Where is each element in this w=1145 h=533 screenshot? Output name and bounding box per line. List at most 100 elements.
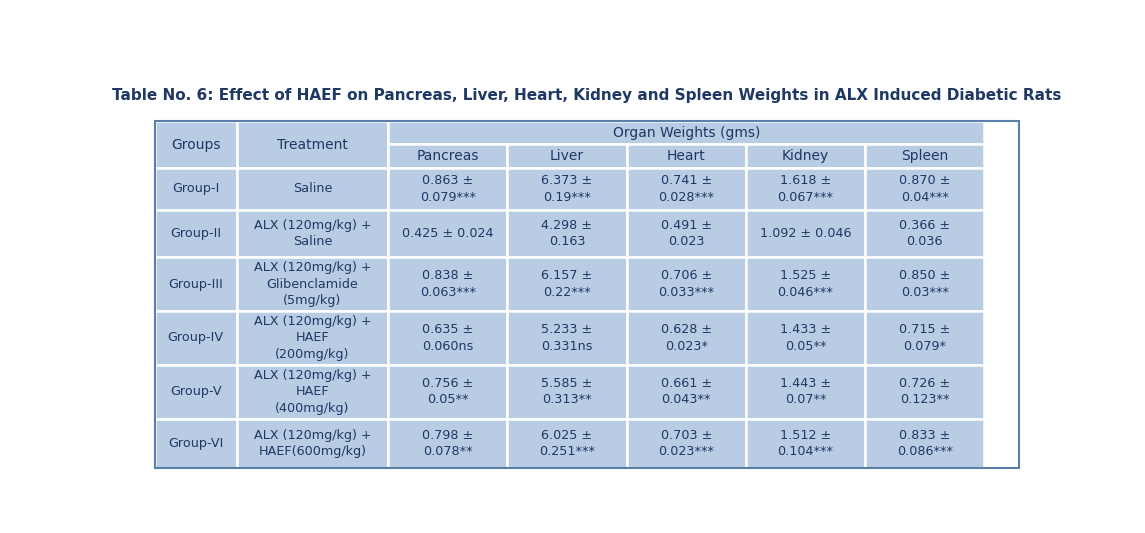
Bar	[745, 311, 866, 365]
Text: 0.635 ±
0.060ns: 0.635 ± 0.060ns	[423, 323, 473, 353]
Text: 6.157 ±
0.22***: 6.157 ± 0.22***	[542, 269, 593, 299]
Text: 0.706 ±
0.033***: 0.706 ± 0.033***	[658, 269, 714, 299]
Text: 0.850 ±
0.03***: 0.850 ± 0.03***	[899, 269, 950, 299]
Text: 1.443 ±
0.07**: 1.443 ± 0.07**	[780, 377, 831, 407]
Text: 1.525 ±
0.046***: 1.525 ± 0.046***	[777, 269, 834, 299]
Bar	[745, 144, 866, 168]
Bar	[388, 311, 507, 365]
Text: 6.373 ±
0.19***: 6.373 ± 0.19***	[542, 174, 593, 204]
Bar	[745, 168, 866, 209]
Bar	[155, 209, 237, 257]
Text: 0.715 ±
0.079*: 0.715 ± 0.079*	[899, 323, 950, 353]
Text: Pancreas: Pancreas	[417, 149, 479, 163]
Text: 0.798 ±
0.078**: 0.798 ± 0.078**	[423, 429, 473, 458]
Text: 4.298 ±
0.163: 4.298 ± 0.163	[542, 219, 592, 248]
Bar	[745, 418, 866, 468]
Bar	[237, 122, 388, 168]
Text: 5.585 ±
0.313**: 5.585 ± 0.313**	[542, 377, 593, 407]
Bar	[155, 257, 237, 311]
Bar	[745, 257, 866, 311]
Text: 0.833 ±
0.086***: 0.833 ± 0.086***	[897, 429, 953, 458]
Bar	[866, 311, 985, 365]
Bar	[155, 122, 237, 168]
Bar	[237, 418, 388, 468]
Bar	[237, 168, 388, 209]
Text: ALX (120mg/kg) +
HAEF
(200mg/kg): ALX (120mg/kg) + HAEF (200mg/kg)	[253, 315, 371, 361]
Text: Saline: Saline	[293, 182, 332, 196]
Text: Organ Weights (gms): Organ Weights (gms)	[613, 126, 760, 140]
Bar	[507, 144, 626, 168]
Text: ALX (120mg/kg) +
HAEF
(400mg/kg): ALX (120mg/kg) + HAEF (400mg/kg)	[253, 369, 371, 415]
Bar	[626, 257, 745, 311]
Bar	[237, 365, 388, 418]
Bar	[237, 209, 388, 257]
Text: 1.618 ±
0.067***: 1.618 ± 0.067***	[777, 174, 834, 204]
Bar	[155, 70, 1019, 122]
Text: 0.661 ±
0.043**: 0.661 ± 0.043**	[661, 377, 712, 407]
Bar	[237, 311, 388, 365]
Bar	[507, 365, 626, 418]
Bar	[155, 418, 237, 468]
Bar	[626, 418, 745, 468]
Bar	[388, 365, 507, 418]
Bar	[388, 122, 985, 144]
Text: 1.092 ± 0.046: 1.092 ± 0.046	[760, 227, 851, 240]
Bar	[866, 418, 985, 468]
Bar	[155, 365, 237, 418]
Bar	[626, 209, 745, 257]
Bar	[388, 168, 507, 209]
Text: 0.703 ±
0.023***: 0.703 ± 0.023***	[658, 429, 714, 458]
Text: Heart: Heart	[666, 149, 705, 163]
Text: 5.233 ±
0.331ns: 5.233 ± 0.331ns	[542, 323, 593, 353]
Text: 0.838 ±
0.063***: 0.838 ± 0.063***	[420, 269, 475, 299]
Text: 0.366 ±
0.036: 0.366 ± 0.036	[899, 219, 950, 248]
Bar	[388, 257, 507, 311]
Text: 0.870 ±
0.04***: 0.870 ± 0.04***	[899, 174, 950, 204]
Bar	[507, 418, 626, 468]
Bar	[866, 168, 985, 209]
Text: Spleen: Spleen	[901, 149, 948, 163]
Text: 1.512 ±
0.104***: 1.512 ± 0.104***	[777, 429, 834, 458]
Text: Group-V: Group-V	[169, 385, 221, 398]
Text: 0.756 ±
0.05**: 0.756 ± 0.05**	[423, 377, 473, 407]
Text: Group-III: Group-III	[168, 278, 223, 290]
Bar	[866, 365, 985, 418]
Text: Group-II: Group-II	[171, 227, 221, 240]
Bar	[507, 209, 626, 257]
Text: Treatment: Treatment	[277, 138, 348, 152]
Bar	[626, 144, 745, 168]
Text: Liver: Liver	[550, 149, 584, 163]
Text: Groups: Groups	[171, 138, 221, 152]
Bar	[626, 365, 745, 418]
Bar	[507, 168, 626, 209]
Text: Kidney: Kidney	[782, 149, 829, 163]
Bar	[237, 257, 388, 311]
Bar	[745, 365, 866, 418]
Bar	[626, 168, 745, 209]
Bar	[507, 257, 626, 311]
Text: ALX (120mg/kg) +
Saline: ALX (120mg/kg) + Saline	[253, 219, 371, 248]
Text: 6.025 ±
0.251***: 6.025 ± 0.251***	[539, 429, 595, 458]
Bar	[745, 209, 866, 257]
Bar	[507, 311, 626, 365]
Text: ALX (120mg/kg) +
Glibenclamide
(5mg/kg): ALX (120mg/kg) + Glibenclamide (5mg/kg)	[253, 261, 371, 307]
Text: 0.628 ±
0.023*: 0.628 ± 0.023*	[661, 323, 712, 353]
Text: Group-VI: Group-VI	[168, 437, 223, 450]
Text: Group-IV: Group-IV	[167, 332, 223, 344]
Bar	[388, 418, 507, 468]
Bar	[155, 122, 1019, 468]
Bar	[866, 257, 985, 311]
Bar	[388, 144, 507, 168]
Text: 0.741 ±
0.028***: 0.741 ± 0.028***	[658, 174, 714, 204]
Text: ALX (120mg/kg) +
HAEF(600mg/kg): ALX (120mg/kg) + HAEF(600mg/kg)	[253, 429, 371, 458]
Bar	[155, 168, 237, 209]
Bar	[866, 144, 985, 168]
Bar	[866, 209, 985, 257]
Bar	[388, 209, 507, 257]
Text: Group-I: Group-I	[172, 182, 220, 196]
Text: 0.491 ±
0.023: 0.491 ± 0.023	[661, 219, 712, 248]
Bar	[155, 311, 237, 365]
Text: 1.433 ±
0.05**: 1.433 ± 0.05**	[780, 323, 831, 353]
Text: 0.726 ±
0.123**: 0.726 ± 0.123**	[899, 377, 950, 407]
Bar	[626, 311, 745, 365]
